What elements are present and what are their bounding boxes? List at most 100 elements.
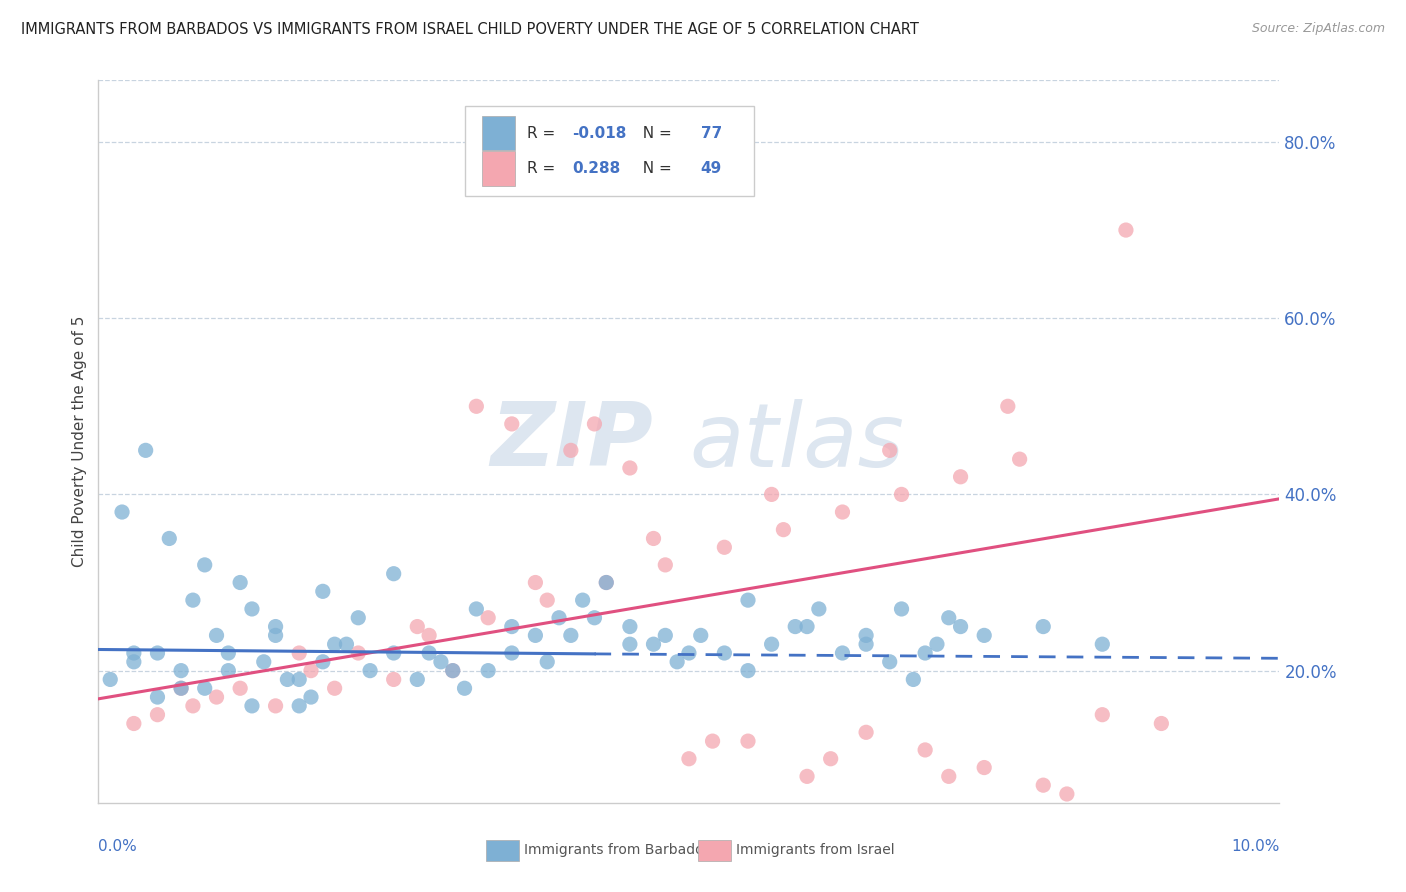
Point [855,725,877,739]
Text: 10.0%: 10.0% [1232,838,1279,854]
Point [229,681,252,696]
Point [288,673,311,687]
Point [643,637,665,651]
Point [1115,223,1137,237]
Point [240,602,263,616]
Point [785,619,807,633]
Point [536,593,558,607]
FancyBboxPatch shape [699,840,731,861]
Text: N =: N = [634,126,678,141]
Point [347,611,370,625]
Point [548,611,571,625]
Point [973,760,995,774]
Text: atlas: atlas [689,399,904,484]
Point [146,690,169,704]
Point [890,602,912,616]
Text: 49: 49 [700,161,723,176]
Point [654,628,676,642]
Point [689,628,711,642]
Point [299,690,322,704]
Point [761,487,783,501]
Point [359,664,381,678]
Text: 0.0%: 0.0% [98,838,138,854]
Point [831,505,853,519]
Point [170,681,193,696]
Point [678,752,700,766]
Point [418,628,440,642]
Text: Immigrants from Israel: Immigrants from Israel [737,843,894,856]
Point [737,593,759,607]
Point [949,619,972,633]
Point [807,602,830,616]
Point [571,593,593,607]
Point [501,646,523,660]
Point [122,716,145,731]
Text: ZIP: ZIP [491,398,654,485]
Point [382,566,405,581]
Point [111,505,134,519]
Text: R =: R = [527,161,565,176]
Point [914,743,936,757]
Point [98,673,121,687]
Point [583,611,606,625]
Point [157,532,180,546]
Point [654,558,676,572]
Text: Immigrants from Barbados: Immigrants from Barbados [523,843,710,856]
Point [276,673,298,687]
Point [737,734,759,748]
Point [406,619,429,633]
Point [382,673,405,687]
Point [713,541,735,555]
Point [938,611,960,625]
Point [796,769,818,783]
Point [997,399,1019,413]
Text: -0.018: -0.018 [572,126,627,141]
Point [761,637,783,651]
Point [323,637,346,651]
Point [205,690,228,704]
Point [702,734,724,748]
Text: 77: 77 [700,126,723,141]
Point [938,769,960,783]
Y-axis label: Child Poverty Under the Age of 5: Child Poverty Under the Age of 5 [72,316,87,567]
Point [1091,707,1114,722]
Point [406,673,429,687]
Point [855,637,877,651]
Point [288,646,311,660]
Point [737,664,759,678]
Point [796,619,818,633]
Point [312,655,335,669]
Point [1091,637,1114,651]
Point [772,523,794,537]
Point [949,470,972,484]
Point [194,681,217,696]
Point [1008,452,1031,467]
Point [170,664,193,678]
Point [217,646,239,660]
Point [229,575,252,590]
Point [382,646,405,660]
Point [135,443,157,458]
Point [524,628,547,642]
Point [1056,787,1078,801]
FancyBboxPatch shape [482,151,516,186]
Point [477,664,499,678]
Point [1032,619,1054,633]
Point [879,655,901,669]
Point [583,417,606,431]
Point [619,619,641,633]
Point [595,575,617,590]
Point [264,628,287,642]
Point [643,532,665,546]
Text: R =: R = [527,126,560,141]
Point [465,399,488,413]
Point [181,698,204,713]
Point [914,646,936,660]
Point [501,619,523,633]
Point [288,698,311,713]
Point [678,646,700,660]
Point [122,655,145,669]
Point [477,611,499,625]
Point [855,628,877,642]
Point [418,646,440,660]
